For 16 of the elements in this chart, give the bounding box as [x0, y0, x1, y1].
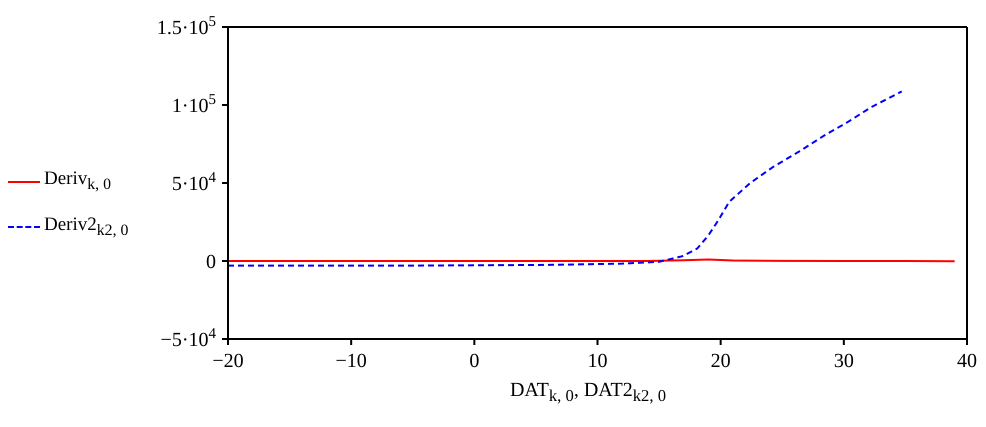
x-tick-label: 0 [469, 350, 480, 372]
x-axis-title: DAT$_{k, 0}$, DAT2$_{k2, 0}$ [508, 379, 668, 406]
legend-label: Deriv2$_{k2, 0}$ [44, 214, 128, 240]
x-tick-label: −10 [336, 350, 367, 372]
y-tick-label: 5·10$^{4}$ [172, 170, 216, 195]
legend-label: Deriv$_{k, 0}$ [44, 168, 112, 194]
x-tick-label: −20 [212, 350, 244, 372]
x-tick-label: 20 [710, 350, 731, 372]
y-tick-label: 1·10$^{5}$ [172, 92, 216, 117]
y-tick-label: −5·10$^{4}$ [160, 326, 216, 351]
y-tick-label: 0 [206, 251, 216, 273]
x-tick-label: 40 [957, 350, 977, 372]
x-tick-label: 10 [588, 350, 608, 372]
line-series [228, 90, 903, 267]
x-tick-label: 30 [834, 350, 854, 372]
y-tick-label: 1.5·10$^{5}$ [156, 14, 216, 39]
